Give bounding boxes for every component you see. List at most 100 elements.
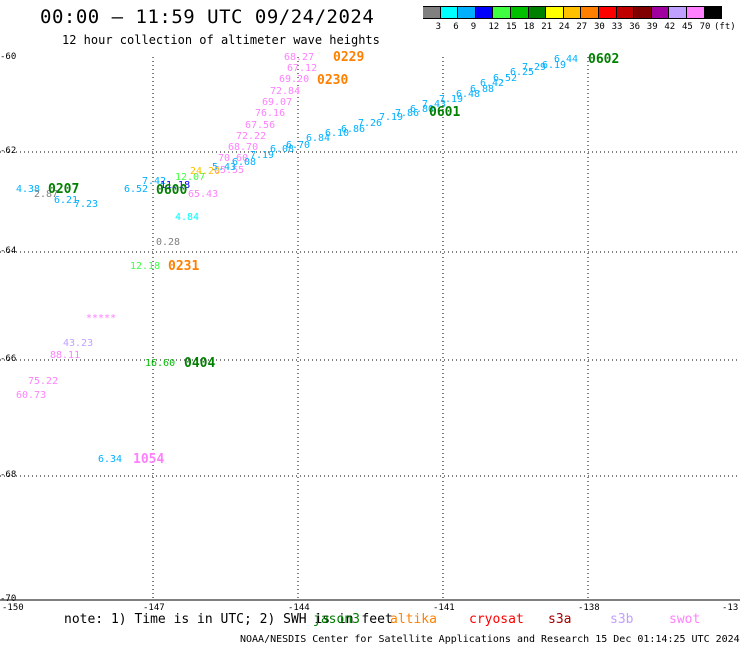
lat-tick-label: -70 — [0, 594, 17, 604]
wave-height-label: 65.43 — [188, 189, 219, 200]
colorbar-tick: 27 — [576, 22, 588, 32]
wave-height-label: 11.18 — [160, 180, 191, 191]
wave-height-label: 6.80 — [410, 104, 435, 115]
colorbar-tick: 21 — [541, 22, 553, 32]
colorbar-unit: (ft) — [714, 22, 736, 32]
colorbar-tick: 9 — [470, 22, 477, 32]
wave-height-label: 6.21 — [54, 195, 79, 206]
grid-lines — [0, 57, 740, 601]
wave-height-label: 7.19 — [250, 150, 275, 161]
colorbar-swatch — [423, 6, 441, 19]
pass-time-label: 0404 — [184, 356, 216, 371]
wave-height-label: 67.12 — [287, 63, 318, 74]
satellite-legend-item: swot — [669, 612, 701, 627]
wave-height-label: 7.19 — [439, 94, 464, 105]
wave-height-label: 60.73 — [16, 390, 47, 401]
lat-tick-label: -62 — [0, 146, 17, 156]
wave-height-label: 6.08 — [232, 157, 257, 168]
lat-tick-label: -66 — [0, 354, 17, 364]
wave-height-label: 6.86 — [341, 124, 366, 135]
wave-height-label: 67.56 — [245, 120, 276, 131]
wave-height-label: 6.48 — [456, 89, 481, 100]
lat-tick-label: -60 — [0, 52, 17, 62]
lat-tick-label: -64 — [0, 246, 17, 256]
wave-height-label: 12.07 — [175, 172, 206, 183]
colorbar-swatch — [528, 6, 547, 19]
lon-tick-label: -144 — [288, 603, 310, 613]
lon-tick-label: -141 — [433, 603, 455, 613]
colorbar-swatch — [458, 6, 476, 19]
wave-height-label: 70.60 — [218, 153, 249, 164]
lon-tick-label: -138 — [578, 603, 600, 613]
wave-height-label: 7.26 — [358, 118, 383, 129]
wave-height-label: 7.23 — [74, 199, 99, 210]
satellite-legend-item: s3b — [610, 612, 634, 627]
credit-line: NOAA/NESDIS Center for Satellite Applica… — [240, 634, 740, 645]
colorbar-swatch — [563, 6, 582, 19]
pass-time-label: 0600 — [156, 183, 188, 198]
page-title: 00:00 – 11:59 UTC 09/24/2024 — [40, 6, 375, 28]
colorbar-swatch — [669, 6, 687, 19]
wave-height-label: 24.20 — [190, 166, 221, 177]
colorbar-tick: 45 — [682, 22, 693, 32]
wave-height-label: 6.42 — [480, 78, 505, 89]
wave-height-label: 7.29 — [522, 62, 547, 73]
wave-height-label: 69.07 — [262, 97, 293, 108]
wave-height-label: 72.22 — [236, 131, 267, 142]
wave-height-label: 7.86 — [395, 108, 420, 119]
wave-height-label: ***** — [86, 313, 117, 324]
wave-height-label: 2.87 — [34, 189, 59, 200]
colorbar-swatch — [493, 6, 511, 19]
wave-height-label: 6.34 — [98, 454, 123, 465]
wave-height-label: 88.11 — [50, 350, 81, 361]
wave-height-label: 6.10 — [325, 128, 350, 139]
wave-height-label: 6.88 — [470, 84, 495, 95]
wave-height-label: 6.70 — [286, 140, 311, 151]
pass-time-label: 0207 — [48, 182, 80, 197]
colorbar-swatch — [511, 6, 529, 19]
wave-height-label: 6.08 — [270, 144, 295, 155]
wave-height-label: 6.44 — [554, 54, 579, 65]
wave-height-label: 12.18 — [130, 261, 161, 272]
colorbar-tick: 6 — [453, 22, 459, 32]
lon-tick-label: -147 — [143, 603, 165, 613]
plot-frame — [0, 57, 740, 600]
pass-time-label: 0229 — [333, 50, 365, 65]
satellite-legend-item: s3a — [548, 612, 572, 627]
colorbar-swatch — [651, 6, 670, 19]
wave-height-label: 72.84 — [270, 86, 301, 97]
wave-height-label: 7.43 — [422, 99, 447, 110]
wave-height-label: 0.28 — [156, 237, 181, 248]
colorbar-swatch — [440, 6, 459, 19]
lon-tick-label: -150 — [2, 603, 24, 613]
wave-height-label: 6.52 — [124, 184, 149, 195]
satellite-legend-item: altika — [390, 612, 437, 627]
wave-height-label: 16.60 — [145, 358, 176, 369]
wave-height-label: 6.84 — [306, 133, 331, 144]
colorbar-swatch — [634, 6, 652, 19]
colorbar-tick: 12 — [488, 22, 500, 32]
lat-tick-label: -68 — [0, 470, 17, 480]
wave-height-label: 69.20 — [279, 74, 310, 85]
satellite-legend-item: jason3 — [313, 612, 360, 627]
wave-height-label: 4.38 — [16, 184, 41, 195]
colorbar-tick: 36 — [629, 22, 641, 32]
colorbar-tick: 3 — [435, 22, 442, 32]
wave-height-label: 6.25 — [510, 67, 535, 78]
pass-time-label: 1054 — [133, 452, 165, 467]
wave-height-label: 65.55 — [214, 165, 245, 176]
wave-height-label: 4.84 — [175, 212, 200, 223]
wave-height-label: 75.22 — [28, 376, 59, 387]
satellite-legend-item: cryosat — [469, 612, 524, 627]
colorbar-swatch — [704, 6, 723, 19]
colorbar-swatch — [616, 6, 635, 19]
wave-height-label: 43.23 — [63, 338, 94, 349]
pass-time-label: 0602 — [588, 52, 620, 67]
lon-tick-label: -13 — [722, 603, 739, 613]
colorbar-swatch — [599, 6, 617, 19]
colorbar-tick: 70 — [699, 22, 711, 32]
colorbar-tick: 33 — [611, 22, 623, 32]
wave-height-label: 6.19 — [542, 60, 567, 71]
colorbar-swatch — [475, 6, 494, 19]
